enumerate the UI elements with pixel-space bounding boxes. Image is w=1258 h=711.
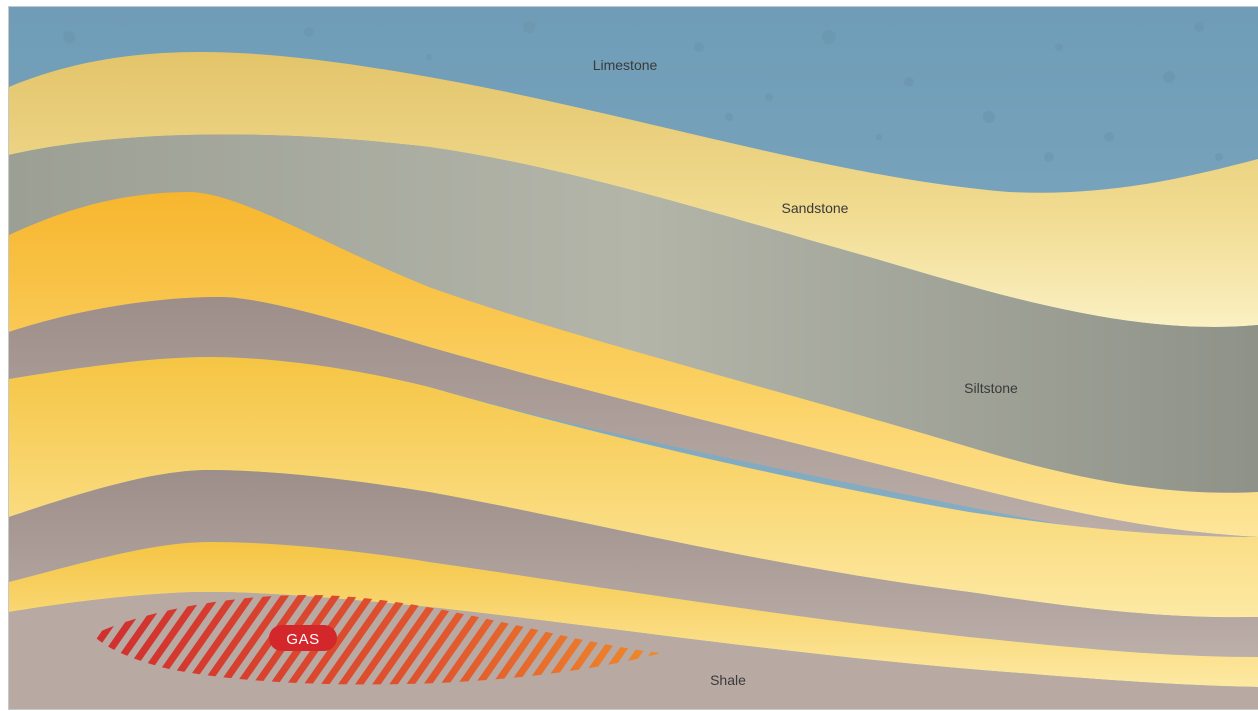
gas-badge bbox=[269, 625, 337, 651]
siltstone-label: Siltstone bbox=[964, 380, 1018, 396]
gold-sand-layer-lower bbox=[9, 542, 1258, 687]
gold-sand-layer-middle bbox=[9, 357, 1258, 618]
gas-zone bbox=[93, 595, 661, 685]
shale-layer-upper bbox=[9, 297, 1258, 542]
shale-label: Shale bbox=[710, 672, 746, 688]
cross-section-svg: GAS Limestone Sandstone Siltstone Shale bbox=[9, 7, 1258, 709]
limestone-label: Limestone bbox=[593, 57, 658, 73]
sandstone-layer bbox=[9, 52, 1258, 327]
siltstone-layer bbox=[9, 134, 1258, 493]
gold-sand-layer-upper bbox=[9, 192, 1258, 537]
sandstone-label: Sandstone bbox=[782, 200, 849, 216]
gas-label: GAS bbox=[286, 631, 319, 648]
geologic-cross-section: GAS Limestone Sandstone Siltstone Shale bbox=[8, 6, 1258, 710]
shale-layer-middle bbox=[9, 470, 1258, 657]
